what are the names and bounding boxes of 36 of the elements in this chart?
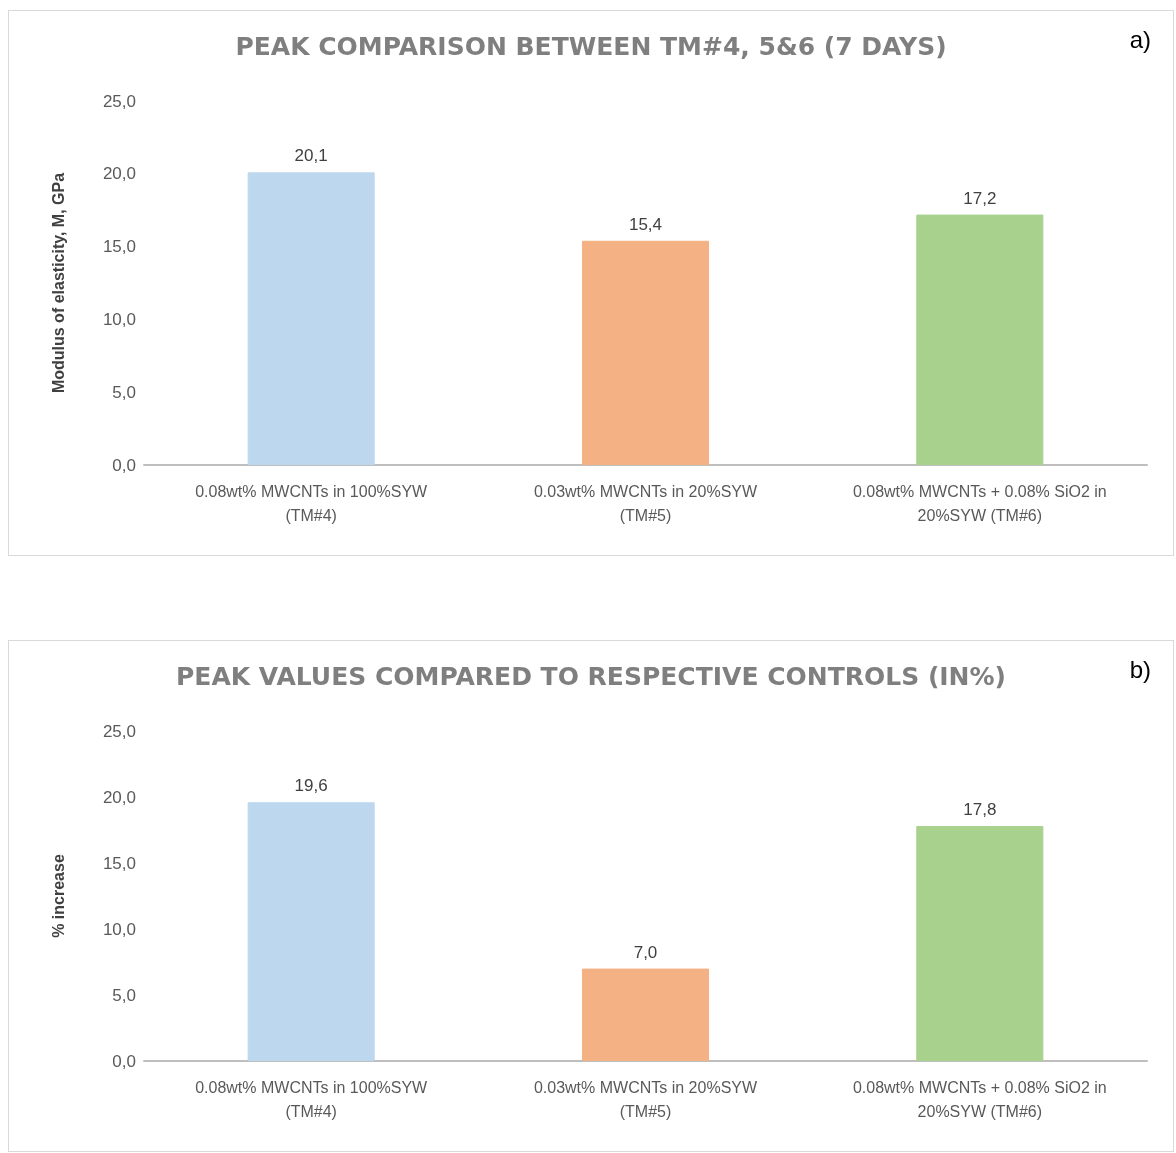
x-tick-label: 0.08wt% MWCNTs in 100%SYW (TM#4) (195, 482, 429, 524)
data-label: 7,0 (633, 942, 658, 962)
bar (581, 240, 710, 465)
y-axis-title: Modulus of elasticity, M, GPa (49, 172, 67, 394)
y-tick-label: 15,0 (102, 853, 136, 873)
data-label: 15,4 (628, 214, 663, 234)
y-tick-label: 5,0 (112, 382, 136, 402)
y-tick-label: 10,0 (102, 919, 136, 939)
data-label: 20,1 (294, 146, 328, 166)
y-tick-label: 0,0 (112, 1051, 136, 1071)
x-tick-label: 0.08wt% MWCNTs + 0.08% SiO2 in 20%SYW (TM#6) (852, 1078, 1107, 1120)
x-tick-label: 0.08wt% MWCNTs + 0.08% SiO2 in 20%SYW (TM#6) (852, 482, 1107, 524)
y-tick-label: 20,0 (102, 164, 136, 184)
text: a) (1129, 25, 1151, 53)
y-tick-label: 25,0 (102, 721, 136, 741)
y-tick-label: 25,0 (102, 91, 136, 111)
y-tick-label: 0,0 (112, 455, 136, 475)
x-tick-label: 0.03wt% MWCNTs in 20%SYW (TM#5) (533, 482, 758, 524)
data-label: 19,6 (294, 776, 328, 796)
bar (916, 826, 1044, 1061)
bar (581, 968, 710, 1061)
bar (916, 214, 1044, 465)
chart-title: PEAK VALUES COMPARED TO RESPECTIVE CONTROLS (IN%) (175, 662, 1007, 691)
chart-title: PEAK COMPARISON BETWEEN TM#4, 5&6 (7 DAYS) (235, 32, 947, 61)
x-tick-label: 0.03wt% MWCNTs in 20%SYW (TM#5) (533, 1078, 758, 1120)
data-label: 17,8 (963, 800, 997, 820)
y-tick-label: 15,0 (102, 237, 136, 257)
bar (247, 172, 375, 465)
x-tick-label: 0.08wt% MWCNTs in 100%SYW (TM#4) (195, 1078, 429, 1120)
text: b) (1129, 655, 1151, 683)
bar (247, 802, 375, 1061)
y-tick-label: 5,0 (112, 985, 136, 1005)
y-tick-label: 20,0 (102, 787, 136, 807)
y-axis-title: % increase (49, 854, 67, 938)
data-label: 17,2 (963, 188, 997, 208)
y-tick-label: 10,0 (102, 309, 136, 329)
